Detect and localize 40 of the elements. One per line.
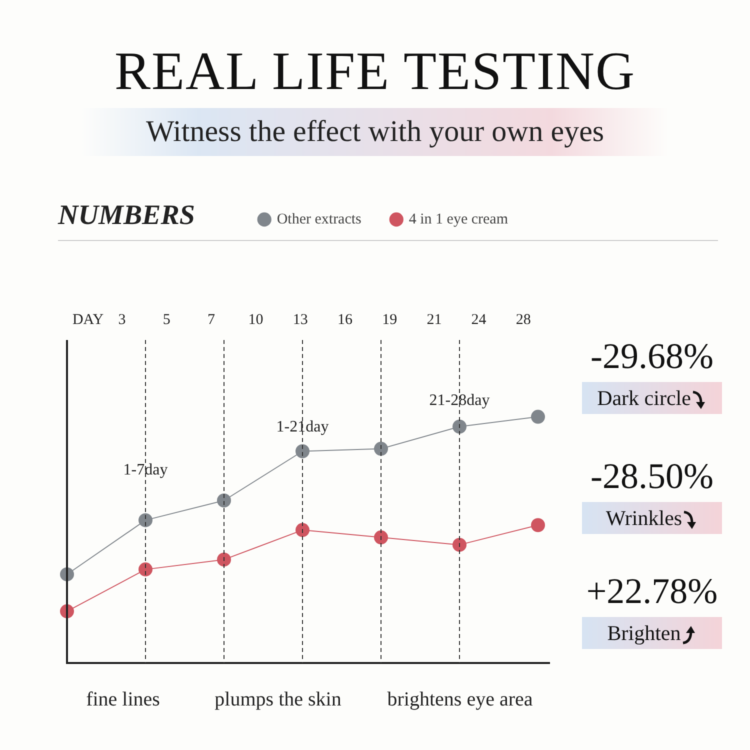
text: Wrinkles — [606, 506, 682, 530]
point — [138, 562, 152, 576]
legend-label: Other extracts — [276, 211, 362, 228]
text: 5 — [162, 312, 170, 328]
text: 19 — [382, 312, 398, 328]
annotation: 1-7day — [123, 461, 168, 478]
point — [217, 552, 231, 567]
text: 24 — [471, 312, 487, 328]
text: -29.68% — [590, 335, 714, 377]
text: DAY — [72, 312, 104, 328]
text: fine lines — [86, 688, 160, 710]
point — [531, 518, 545, 532]
text: 7 — [207, 312, 216, 328]
point — [138, 513, 152, 528]
text: brightens eye area — [387, 688, 533, 710]
chart-subtitle: Witness the effect with your own eyes — [80, 108, 670, 156]
point — [452, 420, 466, 434]
text: -28.50% — [590, 455, 714, 497]
chart-title: REAL LIFE TESTING — [114, 40, 636, 102]
text: NUMBERS — [58, 200, 195, 231]
text: plumps the skin — [214, 688, 342, 710]
text: 21-28day — [429, 392, 490, 409]
point — [296, 444, 310, 458]
annotation: 1-21day — [276, 418, 329, 436]
point — [452, 538, 466, 552]
point — [217, 493, 231, 508]
text: 28 — [516, 312, 531, 328]
point — [296, 523, 310, 538]
text: 3 — [118, 312, 126, 328]
text: Brighten — [607, 621, 681, 645]
point — [374, 530, 388, 544]
legend-label: 4 in 1 eye cream — [408, 211, 508, 228]
point — [374, 442, 388, 456]
text: 13 — [292, 312, 308, 328]
text: +22.78% — [585, 570, 719, 612]
text: Dark circle — [597, 386, 691, 410]
point — [531, 410, 545, 424]
text: 21 — [426, 312, 442, 328]
text: 16 — [338, 312, 353, 328]
text: 10 — [248, 312, 264, 328]
